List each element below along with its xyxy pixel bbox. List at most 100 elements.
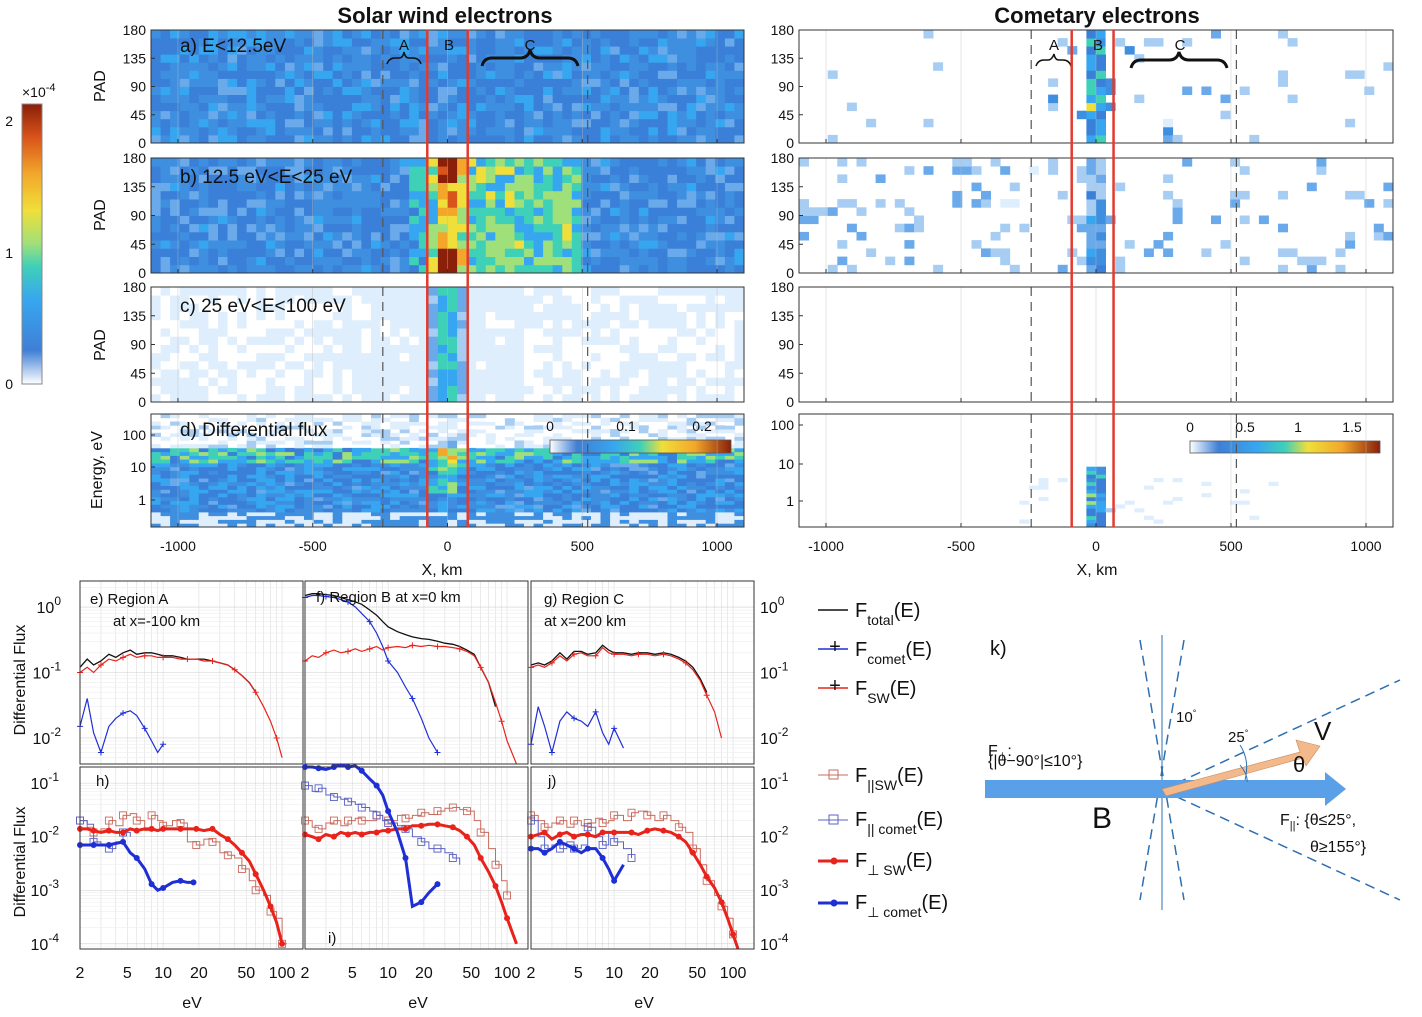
- heatmap-cell: [657, 126, 668, 136]
- heatmap-cell: [170, 432, 181, 437]
- heatmap-cell: [409, 447, 420, 453]
- heatmap-cell: [1096, 466, 1106, 471]
- data-point: [160, 654, 167, 661]
- heatmap-cell: [189, 215, 200, 225]
- heatmap-cell: [246, 134, 257, 144]
- heatmap-cell: [562, 352, 573, 362]
- heatmap-cell: [667, 215, 678, 225]
- heatmap-cell: [294, 466, 305, 471]
- heatmap-cell: [552, 511, 563, 517]
- heatmap-cell: [657, 466, 668, 471]
- heatmap-cell: [275, 519, 286, 524]
- heatmap-cell: [151, 425, 161, 430]
- heatmap-cell: [428, 78, 439, 87]
- heatmap-cell: [495, 523, 506, 528]
- heatmap-cell: [1278, 264, 1288, 274]
- heatmap-cell: [485, 240, 496, 249]
- heatmap-cell: [208, 295, 219, 304]
- heatmap-cell: [179, 231, 190, 241]
- heatmap-cell: [715, 134, 726, 144]
- heatmap-cell: [524, 134, 534, 144]
- heatmap-cell: [332, 30, 343, 39]
- heatmap-cell: [648, 508, 659, 513]
- heatmap-cell: [198, 126, 209, 136]
- heatmap-cell: [237, 432, 248, 437]
- heatmap-cell: [705, 414, 716, 419]
- heatmap-cell: [562, 470, 573, 475]
- heatmap-cell: [677, 311, 687, 321]
- heatmap-cell: [619, 459, 630, 464]
- heatmap-cell: [686, 432, 697, 437]
- heatmap-cell: [160, 451, 171, 456]
- heatmap-cell: [677, 256, 687, 266]
- heatmap-cell: [342, 118, 353, 128]
- heatmap-cell: [686, 344, 697, 354]
- heatmap-cell: [677, 470, 687, 475]
- region-c-label-right: C: [1175, 37, 1186, 54]
- heatmap-cell: [734, 248, 745, 257]
- heatmap-cell: [495, 474, 506, 479]
- heatmap-cell: [610, 385, 621, 395]
- heatmap-cell: [304, 385, 314, 395]
- heatmap-cell: [275, 102, 286, 112]
- heatmap-cell: [533, 199, 544, 208]
- heatmap-cell: [591, 38, 601, 47]
- heatmap-cell: [466, 455, 477, 460]
- heatmap-cell: [629, 352, 640, 362]
- heatmap-cell: [447, 46, 458, 55]
- heatmap-cell: [399, 369, 410, 378]
- heatmap-cell: [827, 134, 838, 144]
- heatmap-cell: [657, 523, 668, 528]
- heatmap-cell: [256, 110, 267, 120]
- heatmap-cell: [724, 70, 735, 79]
- heatmap-cell: [361, 256, 372, 266]
- heatmap-cell: [533, 190, 544, 200]
- heatmap-cell: [533, 425, 544, 430]
- heatmap-cell: [562, 166, 573, 175]
- heatmap-cell: [371, 336, 381, 345]
- heatmap-cell: [715, 515, 726, 520]
- heatmap-cell: [179, 311, 190, 321]
- heatmap-cell: [466, 360, 477, 370]
- heatmap-cell: [227, 182, 238, 192]
- heatmap-cell: [476, 447, 487, 453]
- heatmap-cell: [562, 455, 573, 460]
- heatmap-cell: [198, 223, 209, 233]
- heatmap-cell: [323, 504, 334, 509]
- heatmap-cell: [256, 118, 267, 128]
- heatmap-cell: [1163, 126, 1174, 136]
- heatmap-cell: [265, 336, 276, 345]
- heatmap-cell: [409, 451, 420, 456]
- energy-tick-label: 10: [778, 456, 794, 472]
- heatmap-cell: [218, 421, 228, 426]
- heatmap-cell: [1038, 481, 1049, 486]
- heatmap-cell: [170, 182, 181, 192]
- heatmap-cell: [629, 344, 640, 354]
- heatmap-cell: [610, 417, 621, 422]
- heatmap-cell: [399, 511, 410, 517]
- heatmap-cell: [495, 86, 506, 95]
- heatmap-cell: [265, 515, 276, 520]
- heatmap-cell: [198, 432, 209, 437]
- heatmap-cell: [160, 336, 171, 345]
- heatmap-cell: [715, 470, 726, 475]
- heatmap-cell: [447, 30, 458, 39]
- heatmap-cell: [1115, 182, 1126, 192]
- heatmap-cell: [246, 38, 257, 47]
- heatmap-cell: [399, 466, 410, 471]
- heatmap-cell: [504, 369, 515, 378]
- heatmap-cell: [610, 493, 621, 498]
- heatmap-cell: [648, 360, 659, 370]
- heatmap-cell: [447, 377, 458, 386]
- heatmap-cell: [485, 110, 496, 120]
- heatmap-cell: [552, 417, 563, 422]
- heatmap-cell: [686, 485, 697, 490]
- heatmap-cell: [705, 511, 716, 517]
- heatmap-cell: [304, 474, 314, 479]
- heatmap-cell: [1239, 256, 1250, 266]
- heatmap-cell: [447, 256, 458, 266]
- heatmap-cell: [418, 215, 429, 225]
- heatmap-cell: [571, 62, 582, 71]
- heatmap-cell: [1220, 94, 1231, 104]
- heatmap-cell: [275, 425, 286, 430]
